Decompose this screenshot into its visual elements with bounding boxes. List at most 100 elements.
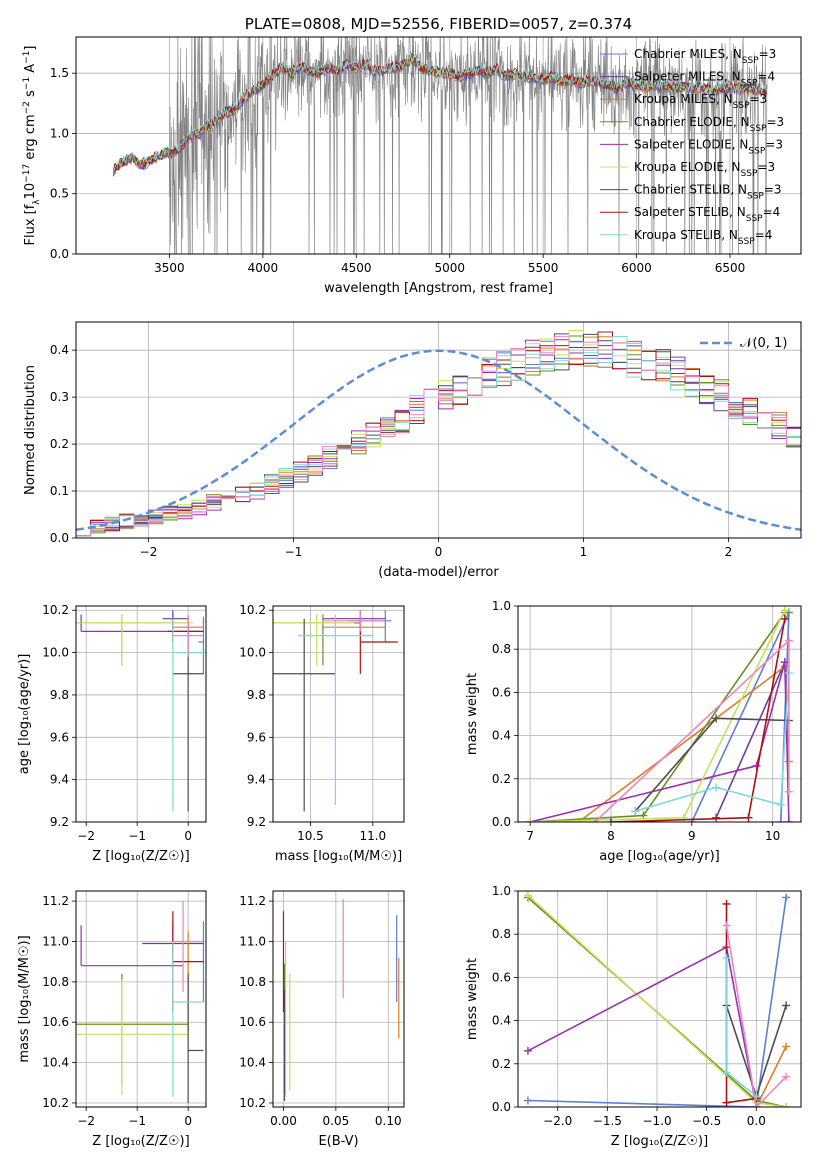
data-point [631,807,640,816]
observed-spectrum [113,37,768,254]
x-tick-label: 7 [526,829,534,843]
legend-entry: Salpeter STELIB, NSSP=4 [634,205,780,224]
ebv-mass-panel: 0.00 0.05 0.10 10.2 10.4 10.6 10.8 11.0 11.2 E(B-… [239,890,405,1149]
weight-line [634,672,790,812]
y-tick-label: 0.5 [50,187,69,201]
spectrum-panel: 3500 4000 4500 5000 5500 6000 6500 0.0 0.5 1.0 1.5… [22,15,802,296]
x-axis-label: wavelength [Angstrom, rest frame] [324,281,553,296]
y-tick-label: 0.4 [50,343,69,357]
data-point [523,891,532,900]
data-point [776,800,785,809]
y-tick-label: 0.8 [492,927,511,941]
age-weight-panel: 7 8 9 10 0.0 0.2 0.4 0.6 0.8 1.0 age [log₁₀(age/yr… [465,599,802,864]
x-axis-label: mass [log₁₀(M/M☉)] [275,849,402,864]
x-tick-label: 0.0 [747,1114,766,1128]
x-axis-label: Z [log₁₀(Z/Z☉)] [611,1134,708,1149]
y-tick-label: 10.6 [42,1015,69,1029]
weight-line [527,897,787,1107]
y-tick-label: 0.4 [492,1014,511,1028]
x-tick-label: −1.0 [642,1114,671,1128]
error-bar [198,616,205,674]
y-tick-label: 9.6 [50,730,69,744]
data-point [722,1068,731,1077]
weight-line [529,661,790,822]
axes-frame [75,890,207,1108]
y-tick-label: 0.2 [492,772,511,786]
x-tick-label: 0 [435,545,443,559]
y-tick-label: 11.0 [42,934,69,948]
data-point [590,818,599,822]
error-bar [76,979,189,1095]
x-tick-label: −1 [285,545,303,559]
y-tick-label: 9.4 [247,773,266,787]
x-tick-label: 4000 [248,261,279,275]
data-point [526,818,535,822]
chart-title: PLATE=0808, MJD=52556, FIBERID=0057, z=0… [245,15,632,33]
data-point [784,636,793,645]
z-age-panel: −2 −1 0 9.2 9.4 9.6 9.8 10.0 10.2 Z [log₁₀(Z/Z☉)]… [17,603,207,864]
mass-age-panel: 10.5 11.0 9.2 9.4 9.6 9.8 10.0 10.2 mass [log₁₀(… [239,603,405,864]
data-point [784,787,793,796]
legend-entry: Salpeter MILES, NSSP=4 [634,70,775,89]
y-tick-label: 0.0 [492,1100,511,1114]
axes-frame [517,605,802,823]
error-bar [359,616,398,674]
y-tick-label: 0.6 [492,685,511,699]
axes-frame [272,605,405,823]
data-point [776,818,785,822]
y-tick-label: 1.5 [50,66,69,80]
data-point [782,1001,791,1010]
y-tick-label: 0.0 [492,815,511,829]
x-tick-label: 0.05 [323,1114,350,1128]
histogram-9 [76,335,801,538]
error-bar [273,614,355,666]
data-point [782,1042,791,1051]
x-tick-label: 0 [184,829,192,843]
plot-area [76,610,205,812]
model-spectrum-8 [113,53,768,173]
error-bar [80,925,184,967]
data-point [722,1098,731,1107]
x-tick-label: 8 [607,829,615,843]
axes-frame [75,321,802,539]
y-tick-label: 0.8 [492,642,511,656]
grid [76,891,206,1107]
data-point [780,606,789,615]
x-tick-label: −1 [128,829,146,843]
x-tick-label: −1 [128,1114,146,1128]
normal-curve [76,349,801,532]
data-point [722,953,731,962]
plot-area [526,606,793,822]
y-tick-label: 0.6 [492,970,511,984]
y-axis-label: mass weight [465,958,480,1040]
legend-entry: Chabrier STELIB, NSSP=3 [634,183,782,202]
y-tick-label: 11.2 [239,894,266,908]
axes-frame [75,36,802,255]
error-bar [297,614,373,806]
y-axis-label: mass weight [465,673,480,755]
y-tick-label: 1.0 [492,884,511,898]
error-bar [76,973,189,1085]
error-bar [162,610,189,630]
x-tick-label: 0.10 [375,1114,402,1128]
x-tick-label: 5000 [434,261,465,275]
y-tick-label: 10.2 [42,603,69,617]
plot-area [76,901,205,1103]
error-bar [172,901,204,992]
y-axis-label: Normed distribution [23,365,38,495]
y-axis-label: age [log₁₀(age/yr)] [17,654,32,775]
error-bar [172,614,204,657]
y-tick-label: 0.1 [50,484,69,498]
y-tick-label: 0.0 [50,531,69,545]
axes-frame [75,605,207,823]
legend-entry: Kroupa ELODIE, NSSP=3 [634,160,775,179]
legend-entry: Salpeter ELODIE, NSSP=3 [634,137,783,156]
x-tick-label: 11.0 [359,829,386,843]
data-point [523,1046,532,1055]
data-point [752,761,761,770]
legend-entry: Kroupa MILES, NSSP=3 [634,92,767,111]
data-point [752,1092,761,1101]
x-axis-label: (data-model)/error [378,565,499,580]
x-tick-label: 10.5 [297,829,324,843]
grid [273,891,404,1107]
